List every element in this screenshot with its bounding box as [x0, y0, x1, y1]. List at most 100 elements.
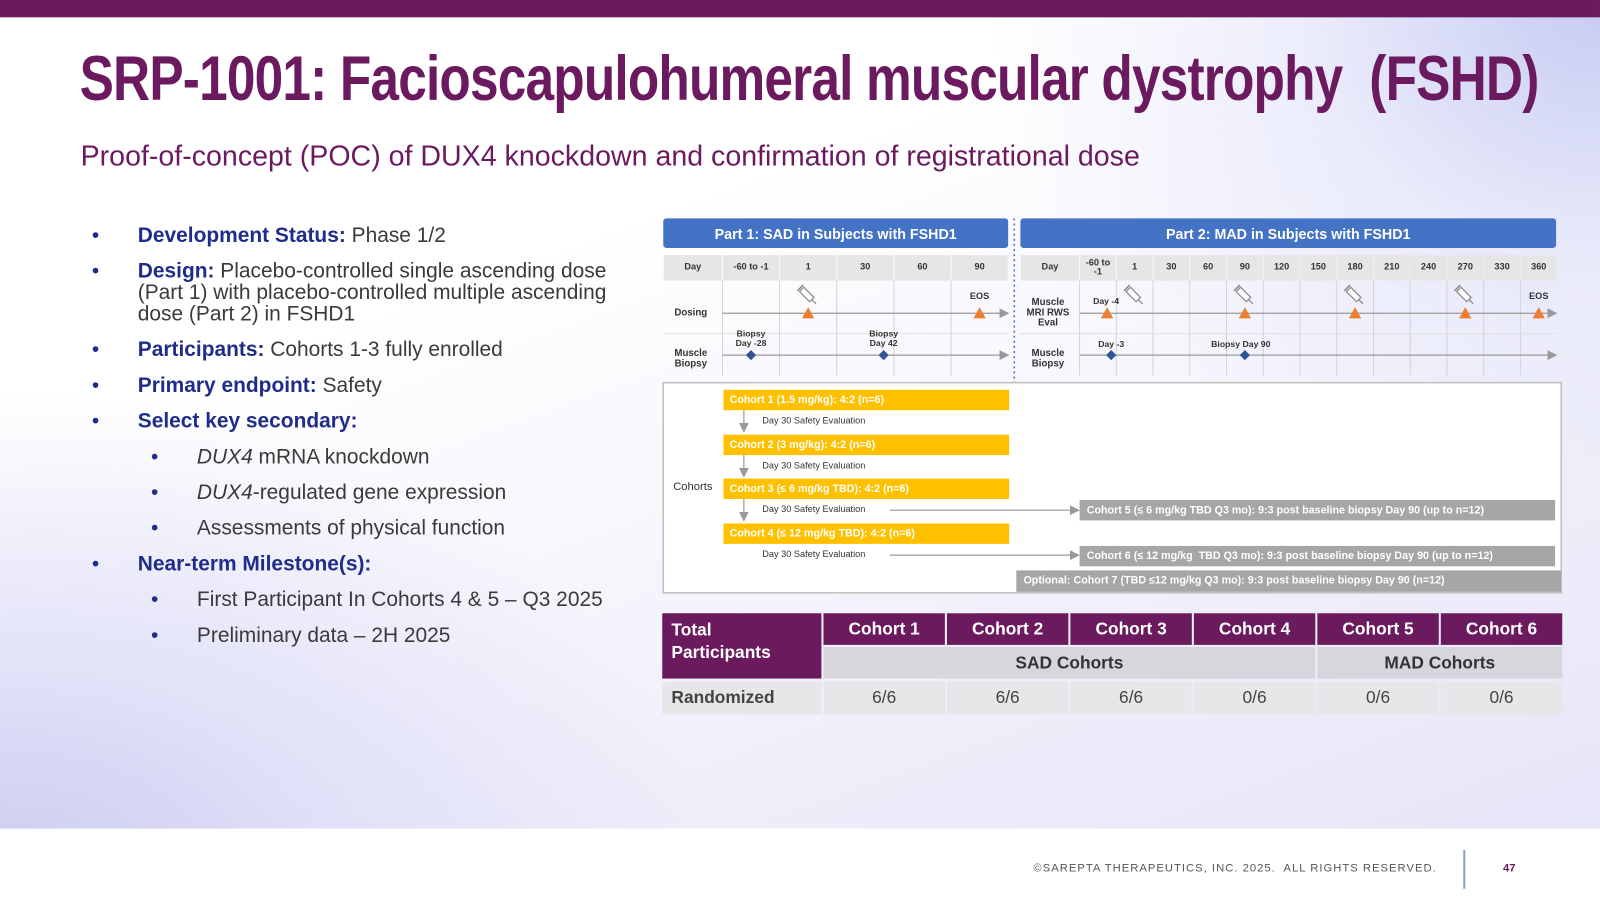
table-value: 6/6	[1119, 687, 1144, 708]
subtitle: Proof-of-concept (POC) of DUX4 knockdown…	[80, 139, 1140, 172]
title: SRP-1001: Facioscapulohumeral muscular d…	[79, 43, 1540, 115]
sad-cohort: Cohort 1 (1.5 mg/kg): 4:2 (n=6)	[729, 393, 885, 407]
day-label: 210	[1384, 261, 1400, 272]
table-header-cell	[946, 613, 1069, 645]
syringe-plunger	[1343, 284, 1351, 292]
bullet-text: Safety	[316, 373, 382, 397]
syringe-needle	[1358, 299, 1364, 305]
bullet: Participants: Cohorts 1-3 fully enrolled	[92, 339, 638, 360]
table-value: 6/6	[995, 687, 1020, 708]
row-label: Dosing	[674, 307, 708, 319]
day-label: 360	[1531, 261, 1547, 272]
bullet: Design: Placebo-controlled single ascend…	[92, 260, 638, 324]
day-label: 1	[805, 261, 811, 272]
mad-cohort: Cohort 6 (≤ 12 mg/kg TBD Q3 mo): 9:3 pos…	[1086, 549, 1493, 563]
table-header: Cohort 6	[1465, 619, 1538, 639]
table-header: Cohort 4	[1218, 619, 1291, 639]
day-label: Day	[684, 261, 702, 272]
copyright: ©SAREPTA THERAPEUTICS, INC. 2025. ALL RI…	[1033, 862, 1437, 875]
row-label: Randomized	[671, 687, 775, 708]
note: EOS	[969, 291, 990, 302]
table-cell	[1193, 681, 1316, 715]
syringe-needle	[1468, 299, 1474, 305]
syringe-icon	[796, 284, 817, 305]
part-title: Part 2: MAD in Subjects with FSHD1	[1166, 225, 1411, 242]
note: Biopsy Day 90	[1211, 338, 1271, 349]
row-label: Muscle Biopsy	[1031, 347, 1065, 370]
day-label: 90	[974, 261, 985, 272]
cohorts-label: Cohorts	[673, 480, 713, 494]
syringe-body	[1235, 286, 1252, 303]
syringe-body	[1125, 286, 1142, 303]
day-cell	[1020, 255, 1080, 281]
day-label: 30	[860, 261, 871, 272]
day-cell	[1227, 255, 1263, 281]
day-cell	[1447, 255, 1484, 281]
part-header	[1020, 218, 1557, 248]
bullet-label: Design:	[137, 259, 215, 283]
bullet: Near-term Milestone(s):	[92, 553, 638, 574]
page-number: 47	[1503, 862, 1516, 875]
bullet-label: Development Status:	[137, 223, 346, 247]
evaluation: Day 30 Safety Evaluation	[762, 415, 866, 426]
bullet-label: Participants:	[137, 337, 265, 362]
syringe-needle	[811, 299, 817, 305]
dose-marker	[973, 307, 986, 319]
day-label: 60	[1203, 261, 1214, 272]
evaluation: Day 30 Safety Evaluation	[762, 548, 866, 560]
syringe-body	[798, 286, 815, 303]
day-label: -60 to -1	[1085, 256, 1111, 277]
sub-bullet-text: mRNA knockdown	[252, 444, 430, 469]
table-group-cell	[1317, 646, 1563, 679]
bullet-text: Cohorts 1-3 fully enrolled	[264, 337, 503, 362]
mad-cohort-box	[1016, 570, 1562, 592]
day-label: 60	[917, 261, 928, 272]
row-label: Muscle MRI RWS Eval	[1026, 296, 1070, 329]
top-bar	[0, 0, 1600, 18]
sad-cohort-box	[723, 523, 1010, 544]
day-label: 1	[1132, 261, 1138, 272]
sad-cohort: Cohort 3 (≤ 6 mg/kg TBD): 4:2 (n=6)	[729, 482, 910, 495]
dose-marker	[1459, 307, 1472, 319]
table-value: 6/6	[872, 687, 897, 708]
table-cell	[662, 681, 822, 715]
day-cell	[894, 255, 951, 281]
sub-bullet: DUX4 mRNA knockdown	[92, 446, 638, 467]
table-value: 0/6	[1242, 687, 1267, 708]
sad-cohort-box	[723, 389, 1010, 411]
dose-marker	[1348, 307, 1362, 319]
note: EOS	[1529, 291, 1549, 302]
bullet-text: Phase 1/2	[345, 223, 446, 247]
bullet: Primary endpoint: Safety	[92, 374, 638, 395]
sub-bullet-text: Assessments of physical function	[196, 516, 506, 540]
day-label: 30	[1166, 261, 1177, 272]
biopsy-marker	[1239, 349, 1250, 361]
sub-bullet: Assessments of physical function	[92, 517, 638, 538]
day-label: 150	[1310, 261, 1327, 272]
day-cell	[780, 255, 837, 281]
day-cell	[1337, 255, 1373, 281]
table-cell	[946, 681, 1069, 715]
bullet: Development Status: Phase 1/2	[92, 224, 638, 245]
syringe-body	[1455, 286, 1472, 303]
sub-bullet: DUX4-regulated gene expression	[92, 482, 638, 503]
day-cell	[1484, 255, 1520, 281]
part-header	[663, 218, 1009, 248]
day-label: 180	[1347, 261, 1363, 272]
bullet-label: Select key secondary:	[137, 409, 358, 433]
bullet-label: Primary endpoint:	[137, 373, 317, 397]
table-header-cell	[823, 613, 945, 645]
day-cell	[1080, 255, 1116, 281]
day-cell	[1153, 255, 1190, 281]
footer-band	[0, 828, 1600, 900]
sub-bullet: Preliminary data – 2H 2025	[92, 624, 638, 645]
day-label: 120	[1273, 261, 1290, 272]
table-header-cell	[662, 613, 822, 679]
sad-cohort-box	[723, 434, 1010, 456]
syringe-icon	[1343, 284, 1364, 305]
day-cell	[951, 255, 1008, 281]
mad-cohort-box	[1079, 545, 1556, 567]
dose-marker	[1532, 307, 1545, 319]
table-cell	[1440, 681, 1563, 715]
note: Biopsy Day -28	[735, 328, 767, 348]
